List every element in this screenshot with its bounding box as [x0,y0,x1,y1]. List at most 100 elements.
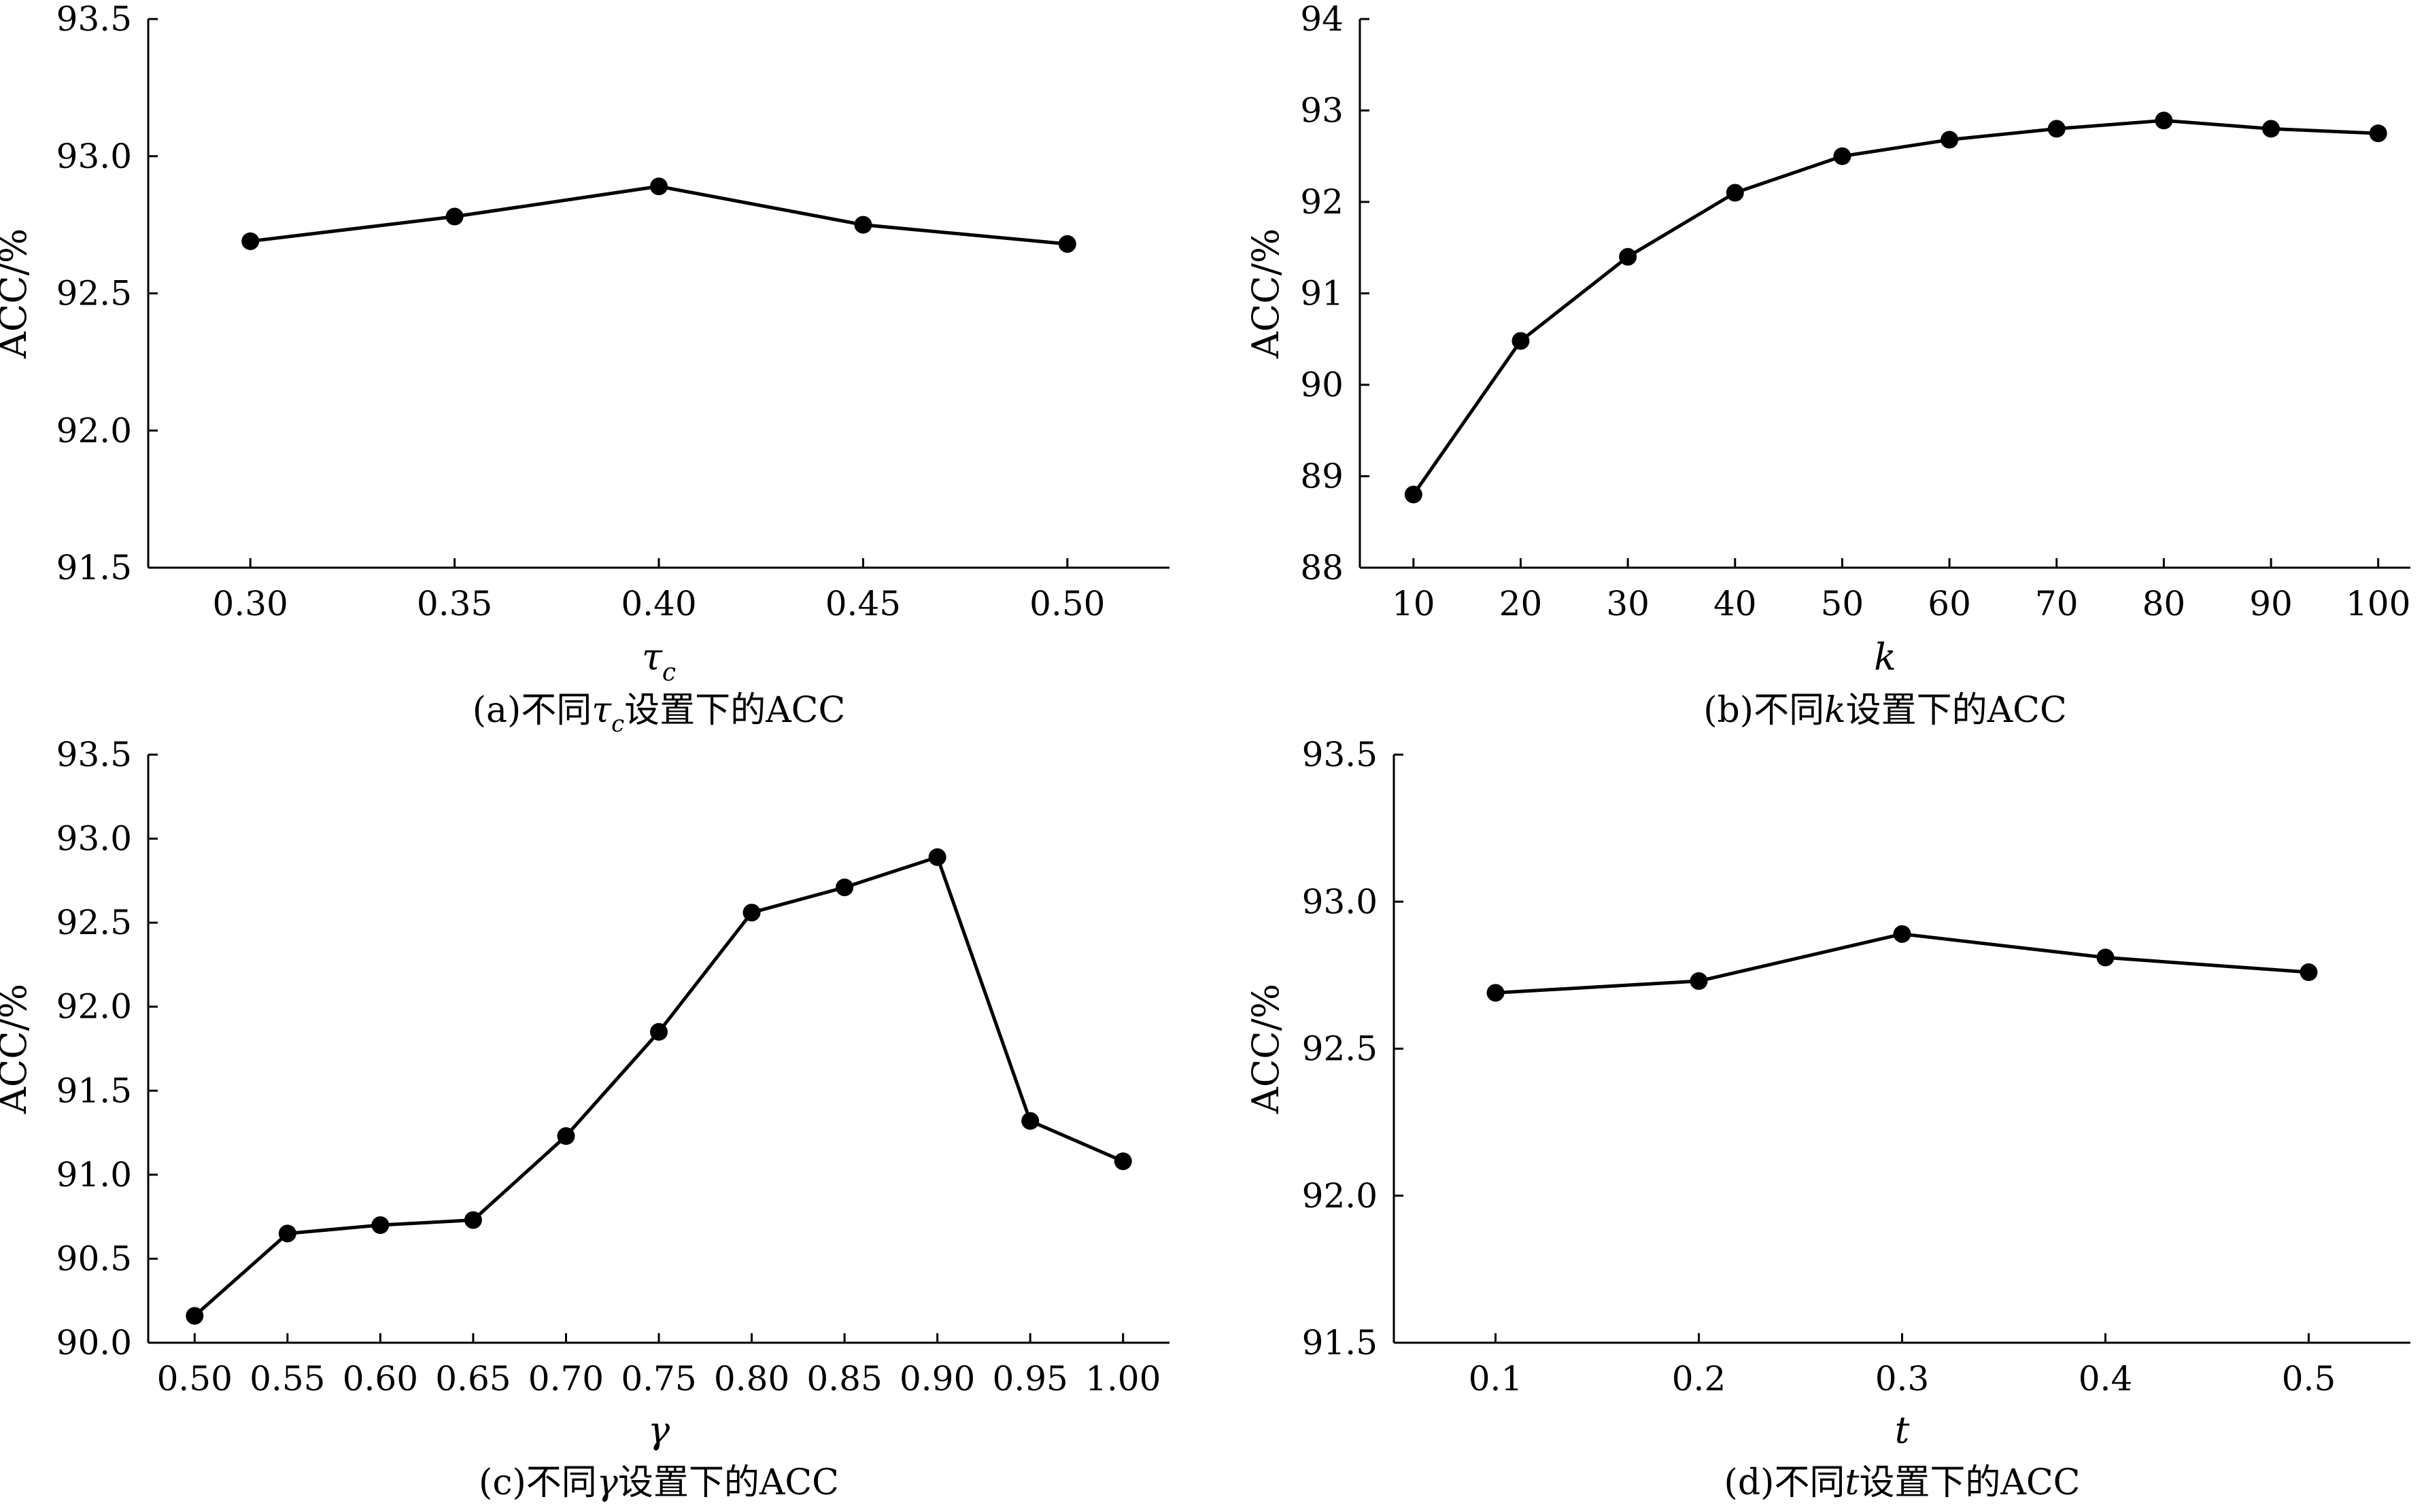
y-tick-label-a: 93.0 [56,137,132,176]
data-point-a [650,177,668,196]
y-tick-label-d: 92.0 [1302,1176,1378,1216]
data-point-b [1941,131,1959,149]
x-tick-label-a: 0.50 [1029,584,1105,623]
y-tick-label-c: 90.0 [56,1323,132,1362]
y-tick-label-b: 91 [1300,274,1344,313]
x-axis-label-symbol-b: k [1874,636,1896,678]
y-tick-label-b: 90 [1300,365,1344,405]
data-point-c [742,904,761,922]
data-point-a [854,216,872,234]
y-tick-label-c: 93.0 [56,819,132,859]
y-tick-label-a: 92.5 [56,274,132,313]
y-tick-label-a: 92.0 [56,411,132,450]
x-tick-label-b: 10 [1392,584,1435,623]
x-tick-label-d: 0.1 [1469,1359,1523,1398]
panel-caption-b: (b)不同k设置下的ACC [1703,690,2067,731]
caption-prefix-d: (d)不同 [1724,1462,1845,1503]
data-point-d [1893,925,1911,943]
x-tick-label-b: 50 [1821,584,1864,623]
x-tick-label-b: 90 [2249,584,2293,623]
chart-panel-a: 91.5 92.0 92.5 93.0 93.5 0.30 0.35 0.40 0.45 0.50… [0,0,1169,738]
caption-symbol-subscript-a: c [611,710,624,738]
data-point-c [836,878,854,897]
x-tick-label-a: 0.30 [213,584,288,623]
y-tick-label-b: 94 [1300,0,1344,39]
panel-caption-d: (d)不同t设置下的ACC [1724,1462,2081,1503]
data-point-a [1058,235,1076,253]
data-point-c [1021,1112,1040,1130]
x-tick-label-d: 0.2 [1672,1359,1726,1398]
caption-prefix-c: (c)不同 [479,1462,597,1503]
data-point-c [1114,1152,1132,1171]
x-tick-label-c: 0.55 [250,1359,325,1398]
caption-suffix-c: 设置下的ACC [618,1462,839,1503]
y-tick-label-c: 91.5 [56,1071,132,1110]
caption-suffix-d: 设置下的ACC [1859,1462,2080,1503]
y-tick-label-a: 93.5 [56,0,132,39]
x-tick-label-a: 0.45 [825,584,901,623]
data-point-a [241,232,260,250]
data-point-d [2300,963,2318,982]
chart-panel-c: 90.0 90.5 91.0 91.5 92.0 92.5 93.0 93.5 0.50 0.55… [0,735,1169,1503]
y-tick-label-c: 92.0 [56,987,132,1027]
x-tick-label-c: 0.95 [993,1359,1068,1398]
data-point-c [650,1023,668,1041]
y-tick-label-d: 93.0 [1302,882,1378,921]
series-line-b [1412,118,2378,496]
y-axis-label-c: ACC/% [0,984,35,1114]
x-tick-label-b: 40 [1713,584,1757,623]
y-axis-label-b: ACC/% [1244,228,1287,359]
data-point-d [1486,984,1505,1002]
data-point-b [2155,111,2173,130]
y-tick-label-a: 91.5 [56,548,132,587]
x-tick-label-b: 30 [1606,584,1650,623]
data-point-b [1833,147,1851,165]
x-tick-label-d: 0.4 [2079,1359,2133,1398]
x-tick-label-c: 0.70 [528,1359,604,1398]
caption-prefix-a: (a)不同 [473,690,592,731]
x-tick-label-c: 0.85 [806,1359,882,1398]
x-tick-label-b: 60 [1928,584,1971,623]
x-tick-label-c: 0.75 [621,1359,696,1398]
x-tick-label-a: 0.40 [621,584,696,623]
x-axis-label-symbol-a: τ [642,636,663,678]
y-tick-label-d: 92.5 [1302,1029,1378,1069]
data-point-c [464,1211,482,1229]
chart-panel-b: 88 89 90 91 92 93 94 10 20 30 40 50 60 70 80 90 100 ACC/%… [1244,0,2410,731]
data-point-c [186,1307,204,1325]
data-point-b [1404,485,1422,504]
x-tick-label-c: 0.65 [435,1359,511,1398]
caption-prefix-b: (b)不同 [1703,690,1824,731]
data-point-c [557,1127,575,1146]
panel-caption-a: (a)不同τc设置下的ACC [473,690,846,738]
y-tick-label-c: 93.5 [56,735,132,774]
x-axis-label-d: t [1895,1409,1910,1451]
data-point-b [2262,120,2280,138]
caption-symbol-c: γ [597,1462,619,1503]
x-axis-label-symbol-c: γ [648,1409,670,1451]
x-tick-label-b: 20 [1499,584,1543,623]
x-tick-label-b: 70 [2035,584,2079,623]
data-point-c [278,1224,296,1243]
y-tick-label-d: 93.5 [1302,735,1378,774]
x-axis-label-a: τc [642,636,676,687]
x-tick-label-a: 0.35 [417,584,492,623]
data-point-b [2047,120,2066,138]
y-axis-label-d: ACC/% [1244,984,1287,1114]
data-point-c [928,848,946,866]
x-tick-label-c: 0.80 [714,1359,789,1398]
caption-symbol-d: t [1845,1462,1859,1503]
x-axis-label-subscript-a: c [662,659,676,687]
x-tick-label-b: 100 [2346,584,2410,623]
data-point-b [1511,332,1530,350]
data-point-d [1690,972,1708,991]
y-tick-label-b: 88 [1300,548,1344,587]
data-point-a [445,207,464,226]
x-tick-label-b: 80 [2142,584,2186,623]
x-axis-label-c: γ [648,1409,670,1451]
data-point-b [1726,184,1744,202]
caption-symbol-b: k [1824,690,1846,731]
x-tick-label-c: 1.00 [1085,1359,1161,1398]
caption-suffix-b: 设置下的ACC [1846,690,2067,731]
